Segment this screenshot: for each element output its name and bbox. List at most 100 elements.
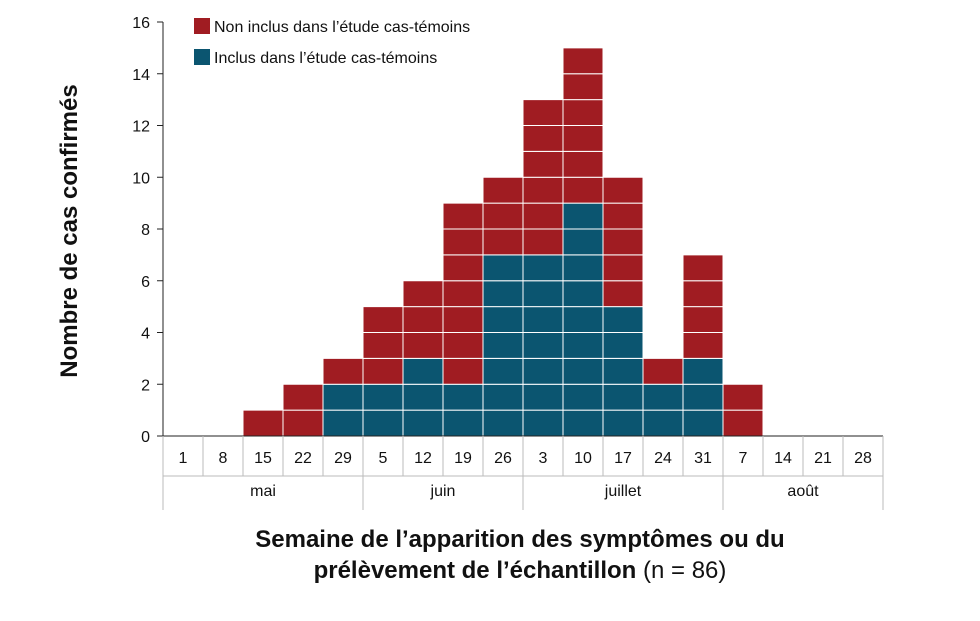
bar-cell (482, 202, 524, 230)
bar-cell (522, 202, 564, 230)
bar-cell (562, 228, 604, 256)
bar-cell (322, 383, 364, 411)
x-tick-label: 19 (454, 450, 472, 467)
bar-cell (642, 357, 684, 385)
month-label: juillet (604, 483, 642, 500)
bar-cell (522, 150, 564, 178)
bar-cell (602, 176, 644, 204)
bar-cell (522, 357, 564, 385)
bar-cell (402, 332, 444, 359)
y-tick-label: 10 (132, 170, 150, 187)
bar-cell (482, 280, 524, 308)
x-tick-label: 24 (654, 450, 672, 467)
bar-cell (562, 99, 604, 126)
month-label: juin (430, 483, 456, 500)
bar-cell (602, 228, 644, 256)
bar-cell (522, 176, 564, 204)
x-tick-label: 31 (694, 450, 712, 467)
bar-cell (682, 357, 724, 385)
bar-cell (682, 306, 724, 333)
bar-cell (362, 332, 404, 359)
bar-cell (362, 357, 404, 385)
x-tick-label: 28 (854, 450, 872, 467)
bar-cell (522, 306, 564, 333)
bar-cell (522, 254, 564, 282)
bar-cell (562, 357, 604, 385)
bar-cell (562, 202, 604, 230)
x-axis-title: Semaine de l’apparition des symptômes ou… (120, 524, 920, 586)
y-axis-label: Nombre de cas confirmés (56, 84, 83, 377)
bar-cell (722, 383, 764, 411)
bar-cell (402, 357, 444, 385)
bar-cell (562, 150, 604, 178)
x-axis-title-line-2: prélèvement de l’échantillon (n = 86) (313, 557, 727, 584)
bar-cell (322, 357, 364, 385)
bar-cell (562, 383, 604, 411)
month-label: août (787, 483, 819, 500)
bar-cell (562, 332, 604, 359)
legend-swatch (194, 18, 210, 34)
x-tick-label: 3 (539, 450, 548, 467)
y-tick-label: 12 (132, 119, 150, 136)
bar-cell (522, 332, 564, 359)
bar-cell (482, 176, 524, 204)
bar-cell (602, 202, 644, 230)
x-tick-label: 5 (379, 450, 388, 467)
x-tick-label: 14 (774, 450, 792, 467)
bar-cell (642, 409, 684, 437)
bar-cell (402, 409, 444, 437)
y-tick-label: 6 (141, 274, 150, 291)
bar-cell (562, 280, 604, 308)
month-label: mai (250, 483, 276, 500)
bar-cell (602, 332, 644, 359)
bar-cell (442, 409, 484, 437)
x-tick-label: 15 (254, 450, 272, 467)
bar-cell (442, 306, 484, 333)
x-tick-label: 29 (334, 450, 352, 467)
bar-cell (482, 254, 524, 282)
x-tick-label: 7 (739, 450, 748, 467)
y-tick-label: 4 (141, 326, 150, 343)
bar-cell (522, 228, 564, 256)
bar-cell (602, 357, 644, 385)
bar-cell (562, 125, 604, 152)
bar-cell (562, 409, 604, 437)
bar-cell (402, 383, 444, 411)
bar-cell (522, 383, 564, 411)
y-tick-label: 0 (141, 429, 150, 446)
y-tick-label: 16 (132, 15, 150, 32)
bar-cell (562, 254, 604, 282)
bar-cell (562, 73, 604, 101)
y-tick-label: 2 (141, 377, 150, 394)
bar-cell (562, 47, 604, 75)
bar-cell (602, 280, 644, 308)
bar-cell (442, 332, 484, 359)
bar-cell (402, 306, 444, 333)
bar-cell (682, 383, 724, 411)
x-tick-label: 22 (294, 450, 312, 467)
bar-cell (362, 383, 404, 411)
x-tick-label: 17 (614, 450, 632, 467)
bar-cell (722, 409, 764, 437)
bar-cell (482, 409, 524, 437)
bar-cell (602, 254, 644, 282)
bar-cell (362, 306, 404, 333)
bar-cell (482, 306, 524, 333)
bar-cell (442, 254, 484, 282)
x-tick-label: 21 (814, 450, 832, 467)
bar-cell (522, 99, 564, 126)
bar-cell (522, 280, 564, 308)
x-tick-label: 10 (574, 450, 592, 467)
bar-cell (602, 409, 644, 437)
bar-cell (482, 332, 524, 359)
bar-cell (682, 409, 724, 437)
bar-cell (682, 254, 724, 282)
bar-cell (482, 383, 524, 411)
bar-cell (522, 125, 564, 152)
bar-cell (682, 280, 724, 308)
x-axis-title-line-1: Semaine de l’apparition des symptômes ou… (255, 526, 785, 553)
bar-cell (282, 383, 324, 411)
bar-cell (442, 383, 484, 411)
bar-cell (442, 228, 484, 256)
